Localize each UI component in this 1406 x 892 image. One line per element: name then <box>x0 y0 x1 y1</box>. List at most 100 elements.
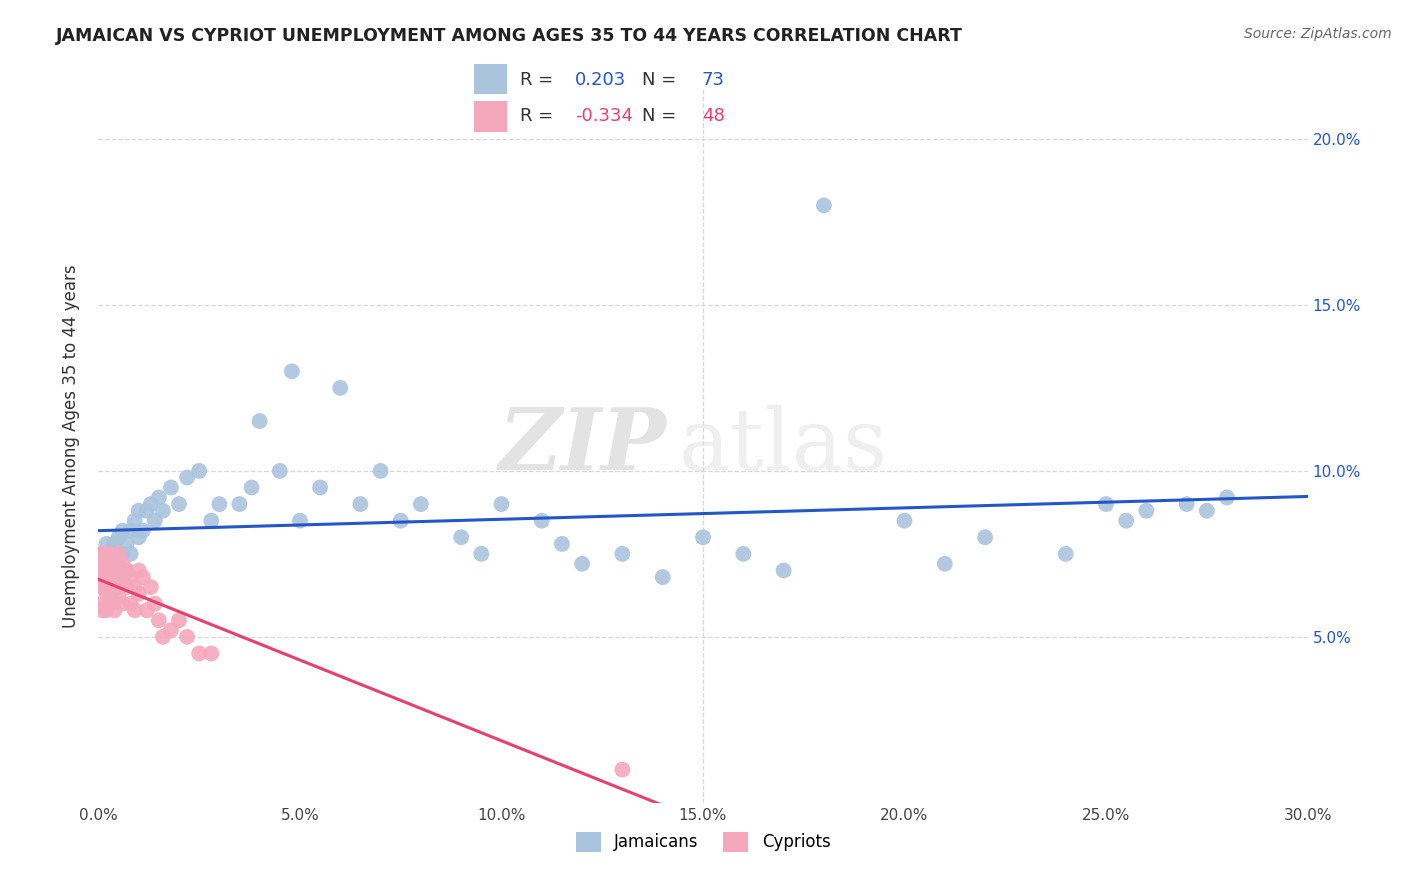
Point <box>139 580 162 594</box>
Text: Source: ZipAtlas.com: Source: ZipAtlas.com <box>1244 27 1392 41</box>
Point <box>1054 547 1077 561</box>
Point <box>281 364 304 378</box>
Point <box>96 553 118 567</box>
Point <box>1175 497 1198 511</box>
Point <box>132 524 155 538</box>
Point <box>160 624 183 638</box>
Point <box>124 580 146 594</box>
Point <box>329 381 352 395</box>
Point <box>96 603 118 617</box>
Point <box>188 464 211 478</box>
Point <box>96 537 118 551</box>
Point <box>733 547 755 561</box>
Point <box>132 570 155 584</box>
Point <box>103 537 125 551</box>
Point <box>228 497 250 511</box>
Point <box>135 603 157 617</box>
Point <box>103 564 125 578</box>
Point <box>143 514 166 528</box>
Point <box>96 547 118 561</box>
Bar <box>474 102 508 132</box>
Point <box>100 570 122 584</box>
Point <box>370 464 392 478</box>
Point <box>1115 514 1137 528</box>
Point <box>470 547 492 561</box>
Point <box>91 557 114 571</box>
Point <box>772 564 794 578</box>
Point <box>128 564 150 578</box>
Point <box>813 198 835 212</box>
Text: R =: R = <box>520 70 560 88</box>
Point <box>91 597 114 611</box>
Text: -0.334: -0.334 <box>575 107 633 125</box>
Point <box>893 514 915 528</box>
Point <box>120 547 142 561</box>
Point <box>1135 504 1157 518</box>
Point <box>288 514 311 528</box>
Legend: Jamaicans, Cypriots: Jamaicans, Cypriots <box>569 825 837 859</box>
Point <box>107 570 129 584</box>
Point <box>100 590 122 604</box>
Text: 0.203: 0.203 <box>575 70 626 88</box>
Point <box>100 597 122 611</box>
Point <box>120 524 142 538</box>
Point <box>974 530 997 544</box>
Point <box>100 557 122 571</box>
Point <box>128 504 150 518</box>
Point <box>100 587 122 601</box>
Point <box>135 504 157 518</box>
Point <box>152 630 174 644</box>
Point <box>409 497 432 511</box>
Y-axis label: Unemployment Among Ages 35 to 44 years: Unemployment Among Ages 35 to 44 years <box>62 264 80 628</box>
Bar <box>474 63 508 95</box>
Text: JAMAICAN VS CYPRIOT UNEMPLOYMENT AMONG AGES 35 TO 44 YEARS CORRELATION CHART: JAMAICAN VS CYPRIOT UNEMPLOYMENT AMONG A… <box>56 27 963 45</box>
Point <box>167 497 190 511</box>
Point <box>103 550 125 565</box>
Point <box>120 597 142 611</box>
Point <box>200 647 222 661</box>
Point <box>692 530 714 544</box>
Point <box>176 630 198 644</box>
Point <box>143 597 166 611</box>
Point <box>200 514 222 528</box>
Point <box>100 543 122 558</box>
Point <box>96 587 118 601</box>
Point <box>111 557 134 571</box>
Point <box>103 564 125 578</box>
Point <box>107 590 129 604</box>
Point <box>96 564 118 578</box>
Point <box>349 497 371 511</box>
Point <box>100 547 122 561</box>
Point <box>389 514 412 528</box>
Point <box>934 557 956 571</box>
Point <box>96 570 118 584</box>
Point <box>96 580 118 594</box>
Point <box>115 580 138 594</box>
Point <box>96 557 118 571</box>
Text: 48: 48 <box>702 107 724 125</box>
Point <box>107 530 129 544</box>
Point <box>128 530 150 544</box>
Point <box>91 557 114 571</box>
Point <box>148 491 170 505</box>
Point <box>651 570 673 584</box>
Point <box>551 537 574 551</box>
Point <box>188 647 211 661</box>
Point <box>124 603 146 617</box>
Point <box>450 530 472 544</box>
Point <box>91 603 114 617</box>
Point <box>612 763 634 777</box>
Point <box>124 514 146 528</box>
Point <box>91 564 114 578</box>
Point <box>91 570 114 584</box>
Point <box>240 481 263 495</box>
Point <box>100 580 122 594</box>
Point <box>96 564 118 578</box>
Point <box>612 547 634 561</box>
Point <box>91 547 114 561</box>
Point <box>91 547 114 561</box>
Text: 73: 73 <box>702 70 725 88</box>
Point <box>107 580 129 594</box>
Point <box>91 570 114 584</box>
Point <box>491 497 513 511</box>
